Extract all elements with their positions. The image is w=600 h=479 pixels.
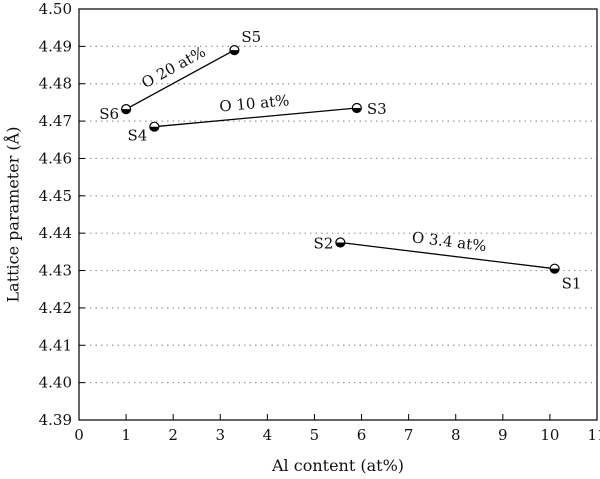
x-tick-label: 5	[310, 426, 320, 444]
data-point-s6	[120, 104, 132, 115]
x-axis-title: Al content (at%)	[271, 456, 404, 475]
y-tick-label: 4.43	[39, 262, 72, 280]
data-points	[120, 44, 560, 274]
point-label: S3	[367, 100, 387, 118]
data-point-s5	[229, 44, 240, 56]
series-label: O 10 at%	[219, 91, 291, 115]
series-line	[125, 49, 235, 110]
x-tick-label: 11	[587, 426, 600, 444]
x-tick-label: 7	[404, 426, 414, 444]
y-axis-title: Lattice parameter (Å)	[3, 127, 23, 303]
series-label: O 3.4 at%	[411, 228, 488, 255]
data-point-s4	[149, 121, 160, 132]
x-tick-label: 1	[121, 426, 131, 444]
y-tick-label: 4.45	[39, 187, 72, 205]
point-label: S6	[99, 105, 119, 123]
y-tick-label: 4.44	[39, 224, 72, 242]
series-line	[340, 241, 555, 270]
y-tick-label: 4.50	[39, 0, 72, 18]
x-tick-label: 9	[498, 426, 508, 444]
data-point-s2	[335, 237, 346, 248]
y-tick-label: 4.47	[39, 112, 72, 130]
plot-frame	[78, 8, 598, 421]
x-tick-label: 2	[168, 426, 178, 444]
gridlines	[79, 45, 597, 384]
y-tick-label: 4.46	[39, 149, 72, 167]
x-tick-label: 6	[357, 426, 367, 444]
x-tick-label: 4	[263, 426, 273, 444]
point-label: S4	[128, 127, 148, 145]
y-tick-label: 4.41	[39, 336, 72, 354]
point-label: S2	[314, 235, 334, 253]
x-tick-label: 3	[215, 426, 225, 444]
series-lines	[125, 49, 555, 270]
point-label: S1	[562, 275, 582, 293]
y-tick-label: 4.42	[39, 299, 72, 317]
data-point-s1	[549, 263, 560, 274]
x-tick-label: 10	[540, 426, 559, 444]
data-point-s3	[351, 102, 362, 114]
series-label: O 20 at%	[138, 43, 208, 92]
y-tick-label: 4.49	[39, 37, 72, 55]
y-axis-ticks: 4.39 4.40 4.41 4.42 4.43 4.44 4.45 4.46 4.47 4.48…	[39, 0, 85, 429]
series-line	[154, 107, 357, 128]
y-tick-label: 4.48	[39, 75, 72, 93]
y-tick-label: 4.40	[39, 374, 72, 392]
point-labels: S1 S2 S3 S4 S5 S6	[99, 28, 581, 293]
x-axis-ticks: 0 1 2 3 4 5 6 7 8 9 10 11	[74, 414, 600, 444]
x-tick-label: 8	[451, 426, 461, 444]
point-label: S5	[241, 28, 261, 46]
y-tick-label: 4.39	[39, 411, 72, 429]
x-tick-label: 0	[74, 426, 84, 444]
